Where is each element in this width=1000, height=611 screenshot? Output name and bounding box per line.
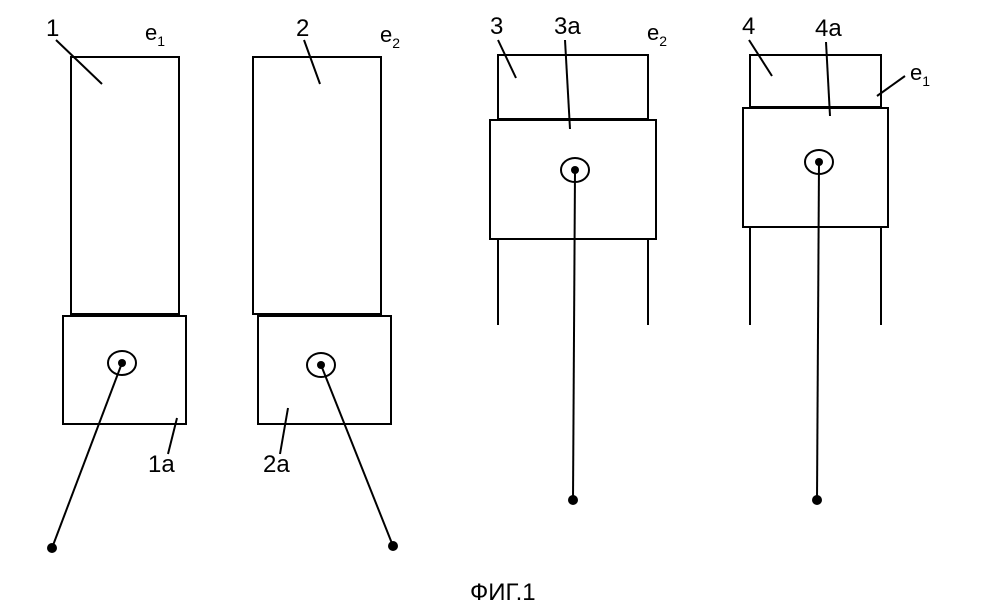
figure-1: 1 e1 2 e2 3 3a e2 4 4a e1 1a 2a ФИГ.1 — [0, 0, 1000, 611]
lbl-3a: 3a — [554, 13, 581, 40]
cyl2-piston — [258, 316, 391, 424]
lbl-1: 1 — [46, 15, 59, 42]
lbl-1a: 1a — [148, 451, 175, 478]
dot-rod2 — [388, 541, 398, 551]
lbl-e1b: e1 — [910, 60, 930, 89]
dot-rod4 — [812, 495, 822, 505]
lbl-4a: 4a — [815, 15, 842, 42]
lbl-e2b: e2 — [647, 20, 667, 49]
rod3 — [573, 170, 575, 500]
cyl1-piston — [63, 316, 186, 424]
cyl4-piston — [743, 108, 888, 227]
lead-4 — [749, 40, 772, 76]
lbl-e2: e2 — [380, 22, 400, 51]
lead-1 — [56, 40, 102, 84]
dot-pin3 — [571, 166, 579, 174]
lbl-2: 2 — [296, 15, 309, 42]
lead-3 — [498, 40, 516, 78]
cyl3-piston — [490, 120, 656, 239]
lbl-e1: e1 — [145, 20, 165, 49]
lbl-3: 3 — [490, 13, 503, 40]
rod4 — [817, 162, 819, 500]
lbl-2a: 2a — [263, 451, 290, 478]
cyl3-body — [498, 55, 648, 119]
lead-2 — [304, 40, 320, 84]
dot-pin2 — [317, 361, 325, 369]
cyl1-body — [71, 57, 179, 314]
dot-pin4 — [815, 158, 823, 166]
lead-2a — [280, 408, 288, 454]
cyl4-body — [750, 55, 881, 107]
lead-4a — [826, 42, 830, 116]
cyl2-body — [253, 57, 381, 314]
lbl-4: 4 — [742, 13, 755, 40]
rod2 — [321, 365, 393, 546]
lead-3a — [565, 40, 570, 129]
dot-rod1 — [47, 543, 57, 553]
dot-pin1 — [118, 359, 126, 367]
caption: ФИГ.1 — [470, 579, 536, 606]
dot-rod3 — [568, 495, 578, 505]
